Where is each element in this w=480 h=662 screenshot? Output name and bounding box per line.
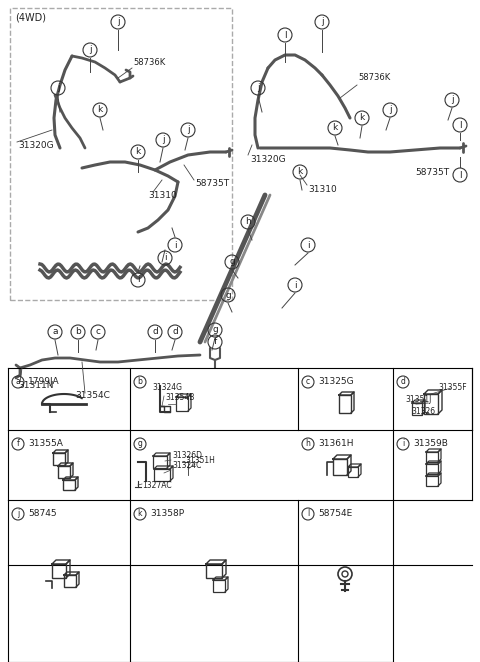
- Text: 31311N: 31311N: [18, 381, 53, 390]
- Text: 31361H: 31361H: [318, 440, 353, 448]
- Text: a: a: [52, 328, 58, 336]
- Bar: [426, 464, 438, 474]
- Text: d: d: [172, 328, 178, 336]
- Text: k: k: [298, 167, 302, 177]
- Text: 58735T: 58735T: [415, 168, 449, 177]
- Text: 31359B: 31359B: [413, 440, 448, 448]
- Bar: [64, 575, 76, 587]
- Text: (4WD): (4WD): [15, 12, 46, 22]
- Text: g: g: [225, 291, 231, 299]
- Text: d: d: [401, 377, 406, 387]
- Text: g: g: [212, 326, 218, 334]
- Text: j: j: [389, 105, 391, 115]
- Text: k: k: [360, 113, 365, 122]
- Text: 31326: 31326: [411, 407, 435, 416]
- Text: l: l: [284, 30, 286, 40]
- Text: i: i: [137, 275, 139, 285]
- Text: c: c: [306, 377, 310, 387]
- Bar: [176, 397, 188, 411]
- Bar: [412, 403, 422, 415]
- Text: k: k: [332, 124, 337, 132]
- Bar: [206, 564, 222, 578]
- Text: 31310: 31310: [148, 191, 177, 200]
- Text: 58735T: 58735T: [195, 179, 229, 188]
- Bar: [58, 466, 70, 478]
- Bar: [10, 8, 232, 300]
- Text: b: b: [138, 377, 143, 387]
- Text: k: k: [135, 148, 141, 156]
- Text: 58754E: 58754E: [318, 510, 352, 518]
- Bar: [348, 467, 358, 477]
- Text: 31326D: 31326D: [172, 451, 202, 460]
- Text: 31320G: 31320G: [250, 155, 286, 164]
- Text: 31325G: 31325G: [318, 377, 354, 387]
- Text: l: l: [307, 510, 309, 518]
- Text: i: i: [174, 240, 176, 250]
- Text: 31351H: 31351H: [185, 456, 215, 465]
- Text: j: j: [321, 17, 324, 26]
- Text: 31354B: 31354B: [165, 393, 194, 402]
- Text: j: j: [451, 95, 453, 105]
- Text: 31351J: 31351J: [405, 395, 432, 404]
- Text: j: j: [117, 17, 120, 26]
- Bar: [424, 394, 438, 414]
- Text: f: f: [17, 440, 19, 448]
- Text: j: j: [162, 136, 164, 144]
- Text: l: l: [459, 171, 461, 179]
- Text: b: b: [75, 328, 81, 336]
- Text: g: g: [229, 258, 235, 267]
- Text: g: g: [138, 440, 143, 448]
- Text: j: j: [257, 83, 259, 93]
- Text: 31324C: 31324C: [172, 461, 202, 470]
- Bar: [339, 395, 351, 413]
- Text: j: j: [57, 83, 60, 93]
- Text: j: j: [89, 46, 91, 54]
- Text: j: j: [187, 126, 189, 134]
- Text: c: c: [96, 328, 100, 336]
- Text: 31354C: 31354C: [75, 391, 110, 400]
- Text: 31320G: 31320G: [18, 141, 54, 150]
- Text: 58736K: 58736K: [133, 58, 165, 67]
- Text: 31324G: 31324G: [152, 383, 182, 392]
- Text: i: i: [164, 254, 166, 263]
- Text: 31310: 31310: [308, 185, 337, 194]
- Text: 31355F: 31355F: [438, 383, 467, 392]
- Text: a: a: [16, 377, 20, 387]
- Text: i: i: [307, 240, 309, 250]
- Bar: [52, 564, 66, 578]
- Text: l: l: [459, 120, 461, 130]
- Text: h: h: [306, 440, 311, 448]
- Text: j: j: [17, 510, 19, 518]
- Text: k: k: [97, 105, 103, 115]
- Text: h: h: [245, 218, 251, 226]
- Bar: [333, 459, 347, 475]
- Text: 58745: 58745: [28, 510, 57, 518]
- Text: d: d: [152, 328, 158, 336]
- Bar: [426, 476, 438, 486]
- Text: 1799JA: 1799JA: [28, 377, 60, 387]
- Bar: [53, 453, 65, 465]
- Text: 1327AC: 1327AC: [142, 481, 172, 490]
- Bar: [63, 480, 75, 490]
- Text: i: i: [402, 440, 404, 448]
- Text: 31358P: 31358P: [150, 510, 184, 518]
- Text: 31355A: 31355A: [28, 440, 63, 448]
- Bar: [153, 456, 167, 468]
- Bar: [426, 452, 438, 462]
- Bar: [154, 469, 170, 481]
- Text: 58736K: 58736K: [358, 73, 390, 82]
- Bar: [213, 580, 225, 592]
- Text: i: i: [294, 281, 296, 289]
- Text: f: f: [214, 338, 216, 346]
- Text: k: k: [138, 510, 142, 518]
